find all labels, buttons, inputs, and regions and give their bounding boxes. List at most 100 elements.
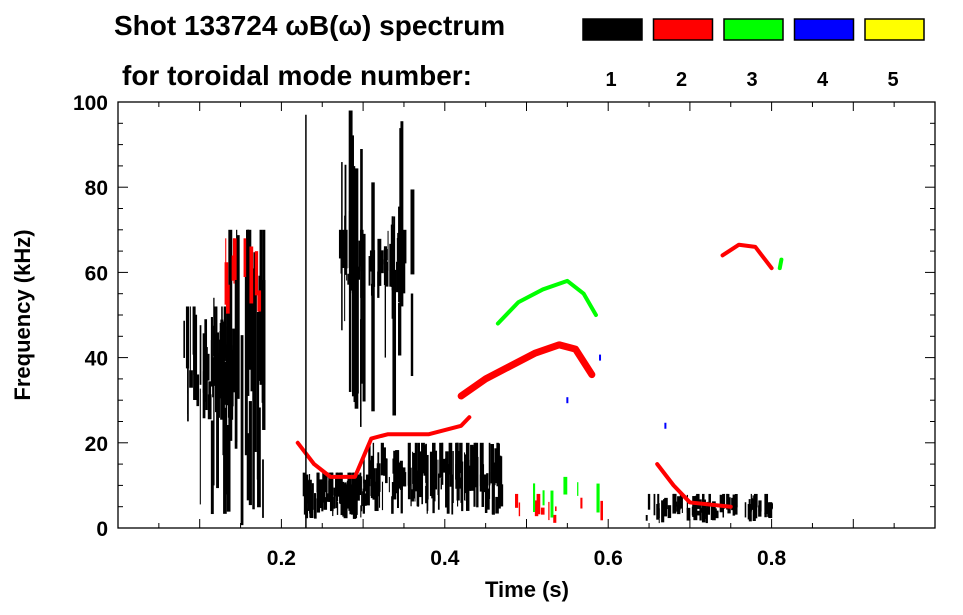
n1-low-band-b-streak bbox=[496, 442, 499, 476]
n1-early-streaks-streak bbox=[258, 275, 262, 381]
n1-mid-streaks-streak bbox=[344, 215, 346, 322]
n1-low-band-b-streak bbox=[459, 442, 463, 474]
n1-low-band-a-streak bbox=[326, 493, 329, 502]
n1-mid-cluster-streak bbox=[346, 267, 348, 281]
n1-late-band-streak bbox=[719, 494, 724, 513]
n1-low-band-a-streak bbox=[308, 474, 311, 503]
n1-low-band-a-streak bbox=[356, 474, 360, 501]
legend-label-mode-5: 5 bbox=[887, 69, 898, 91]
n1-low-band-a-streak bbox=[359, 472, 362, 496]
n1-low-band-a-streak bbox=[337, 472, 341, 497]
n1-low-band-b-streak bbox=[403, 472, 407, 487]
n2-low-scatter-streak bbox=[580, 497, 583, 509]
n1-late-band-streak bbox=[748, 499, 751, 512]
n1-low-band-a-streak bbox=[343, 483, 346, 496]
y-tick-label: 0 bbox=[96, 518, 108, 541]
n2-low-scatter-streak bbox=[515, 493, 519, 508]
n1-early-streaks-streak bbox=[222, 321, 225, 456]
n1-low-band-b-streak bbox=[421, 442, 425, 474]
n1-early-streaks-streak bbox=[247, 229, 249, 366]
n1-early-cluster-streak bbox=[212, 357, 215, 398]
n1-low-band-b-streak bbox=[484, 490, 488, 513]
n3-late bbox=[777, 257, 784, 271]
legend-label-mode-2: 2 bbox=[676, 69, 687, 91]
y-tick-label: 20 bbox=[85, 433, 108, 456]
n1-low-band-b-streak bbox=[473, 442, 477, 481]
n1-mid-cluster-streak bbox=[383, 246, 388, 286]
n1-low-band-a-streak bbox=[361, 476, 363, 512]
n1-low-band-b-streak bbox=[432, 442, 436, 476]
n1-early-streaks-streak bbox=[244, 268, 248, 456]
x-tick-label: 0.2 bbox=[267, 547, 296, 570]
n2-early-scatter-streak bbox=[231, 255, 235, 281]
n1-early-streaks-streak bbox=[262, 459, 264, 518]
n1-low-band-a-streak bbox=[323, 497, 327, 510]
n1-low-band-b-streak bbox=[486, 473, 489, 491]
legend-label-mode-4: 4 bbox=[817, 69, 829, 91]
n1-low-band-b-streak bbox=[377, 452, 380, 497]
n2-early-scatter-streak bbox=[257, 290, 262, 312]
n1-low-band-b-streak bbox=[468, 465, 472, 480]
n1-low-band-b-streak bbox=[470, 444, 474, 491]
n1-low-band-b-streak bbox=[451, 479, 454, 515]
plot-frame bbox=[117, 101, 936, 529]
n1-early-streaks-streak bbox=[236, 235, 240, 399]
n1-mid-cluster-streak bbox=[402, 229, 407, 264]
n1-low-band-a-streak bbox=[333, 487, 336, 509]
n1-late-band-streak bbox=[703, 499, 706, 520]
n2-early-scatter-streak bbox=[224, 262, 229, 305]
n1-low-band-b-streak bbox=[423, 445, 427, 476]
n1-low-band-b-streak bbox=[417, 442, 420, 489]
n1-late-band-streak bbox=[692, 496, 696, 518]
n1-mid-streaks-streak bbox=[348, 110, 353, 268]
n1-low-band-b-streak bbox=[364, 493, 367, 506]
n1-early-streaks-streak bbox=[199, 388, 201, 505]
n2-low-scatter-streak bbox=[600, 500, 603, 521]
n1-low-band-b-streak bbox=[380, 442, 384, 476]
n2-low-scatter-streak bbox=[534, 500, 539, 517]
n1-low-band-b-streak bbox=[445, 451, 449, 492]
n1-late-band-streak bbox=[656, 503, 660, 520]
n1-low-band-b-streak bbox=[401, 467, 406, 487]
n1-late-band-streak bbox=[681, 496, 683, 514]
n3-low-scatter-streak bbox=[533, 483, 536, 513]
n1-low-band-b-streak bbox=[374, 481, 379, 512]
n1-early-streaks-streak bbox=[223, 407, 227, 514]
n1-mid-streaks-streak bbox=[362, 233, 366, 402]
n1-early-cluster-streak bbox=[221, 306, 223, 357]
n1-mid-streaks-streak bbox=[410, 189, 415, 275]
n1-low-band-b-streak bbox=[400, 466, 403, 514]
n1-early-streaks-streak bbox=[256, 312, 260, 480]
n1-low-band-a-streak bbox=[362, 491, 365, 507]
n1-late-band-streak bbox=[647, 493, 651, 510]
n1-low-band-b-streak bbox=[426, 473, 428, 514]
n1-low-band-b-streak bbox=[442, 458, 446, 473]
n1-low-band-b-streak bbox=[468, 478, 472, 491]
n1-early-streaks-streak bbox=[234, 247, 238, 449]
n1-low-band-b-streak bbox=[370, 460, 374, 496]
n1-mid-streaks-streak bbox=[393, 216, 396, 300]
n1-late-band-streak bbox=[722, 501, 725, 518]
n1-low-band-b-streak bbox=[432, 482, 435, 514]
n1-low-band-b-streak bbox=[372, 442, 375, 489]
n4-dot-c bbox=[664, 422, 667, 429]
y-tick-label: 80 bbox=[85, 177, 108, 200]
n1-low-band-b-streak bbox=[395, 450, 399, 494]
n1-late-band-streak bbox=[764, 512, 767, 518]
n1-low-band-b-streak bbox=[466, 459, 470, 488]
n1-low-band-b-streak bbox=[392, 458, 395, 474]
n1-low-band-b-streak bbox=[500, 456, 503, 505]
n2-early-scatter-streak bbox=[225, 284, 230, 314]
n1-early-cluster-streak bbox=[183, 320, 185, 358]
n1-early-cluster-streak bbox=[189, 306, 191, 375]
n1-late-band-streak bbox=[672, 493, 677, 514]
legend: 1 2 3 4 5 bbox=[582, 18, 925, 91]
n1-low-band-a-streak bbox=[344, 482, 347, 498]
n1-mid-cluster-streak bbox=[380, 259, 384, 274]
x-axis-label: Time (s) bbox=[485, 577, 569, 602]
n1-low-band-a-streak bbox=[302, 472, 307, 497]
n1-mid-cluster-streak bbox=[368, 256, 371, 286]
n1-low-band-b-streak bbox=[426, 498, 429, 511]
n1-mid-streaks-streak bbox=[354, 271, 358, 391]
